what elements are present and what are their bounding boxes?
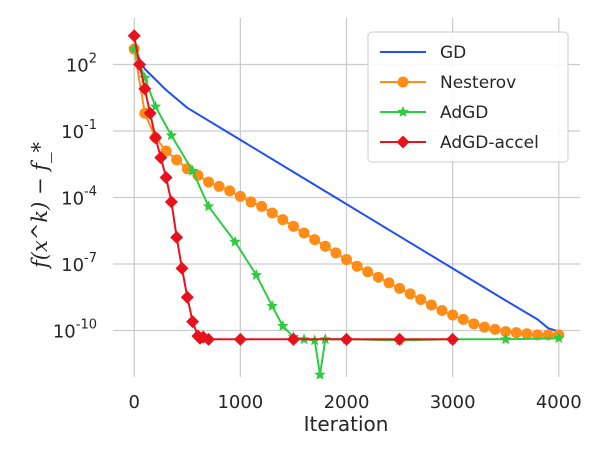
legend-label: Nesterov	[440, 73, 516, 93]
legend-entry: Nesterov	[380, 73, 516, 93]
data-marker	[250, 269, 262, 280]
data-marker	[341, 254, 352, 266]
legend-label: AdGD	[440, 103, 488, 123]
data-marker	[234, 190, 246, 202]
data-marker	[143, 106, 157, 120]
data-marker	[277, 320, 289, 331]
legend-entry: AdGD-accel	[380, 133, 539, 153]
data-marker	[139, 71, 151, 83]
x-axis-label: Iteration	[304, 412, 389, 436]
series-adgd-accel	[127, 29, 460, 346]
data-marker	[351, 260, 363, 272]
legend-entry: AdGD	[380, 103, 488, 123]
data-marker	[229, 235, 241, 247]
legend: GD Nesterov AdGD AdGD-accel	[367, 31, 569, 163]
data-marker	[314, 368, 326, 380]
legend-box	[367, 31, 569, 163]
data-marker	[154, 151, 168, 165]
data-marker	[447, 309, 459, 321]
data-marker	[186, 164, 199, 176]
data-marker	[266, 300, 278, 311]
plot-lines	[127, 29, 565, 380]
data-marker	[165, 129, 178, 141]
y-tick-label: 102	[66, 52, 97, 77]
y-tick-label: 10-4	[61, 185, 97, 210]
data-marker	[175, 261, 189, 275]
tick-labels: 0 1000 2000 3000 4000 102 10-1 10-4 10-7 10-10	[53, 52, 582, 413]
data-marker	[286, 332, 300, 346]
data-marker	[256, 200, 268, 212]
data-marker	[397, 106, 409, 117]
data-marker	[180, 290, 194, 304]
x-tick-label: 0	[129, 392, 140, 413]
data-marker	[510, 327, 522, 339]
data-marker	[330, 247, 342, 259]
data-marker	[500, 333, 512, 345]
data-marker	[213, 180, 225, 192]
data-marker	[468, 318, 480, 330]
legend-label: GD	[440, 43, 466, 63]
data-marker	[396, 135, 410, 149]
data-marker	[202, 200, 215, 212]
data-marker	[186, 315, 200, 329]
y-tick-label: 10-10	[53, 317, 97, 342]
data-marker	[164, 195, 178, 209]
data-marker	[372, 271, 384, 283]
y-axis-label: f(x^k) − f_*	[28, 141, 52, 270]
legend-label: AdGD-accel	[440, 133, 539, 153]
data-marker	[298, 227, 310, 239]
data-marker	[309, 234, 321, 246]
data-marker	[203, 176, 215, 188]
data-marker	[202, 332, 216, 346]
data-marker	[233, 332, 247, 346]
series-line	[133, 48, 560, 333]
data-marker	[394, 282, 406, 294]
data-marker	[127, 29, 141, 43]
data-marker	[171, 154, 183, 166]
data-marker	[138, 82, 152, 96]
data-marker	[170, 230, 184, 244]
data-marker	[224, 185, 236, 197]
x-tick-label: 2000	[324, 392, 370, 413]
y-tick-label: 10-1	[61, 118, 97, 143]
data-marker	[553, 332, 565, 344]
data-marker	[500, 326, 512, 338]
data-marker	[457, 313, 469, 325]
data-marker	[397, 76, 409, 88]
data-marker	[404, 288, 416, 300]
x-tick-label: 3000	[430, 392, 476, 413]
data-marker	[415, 293, 427, 305]
data-marker	[287, 220, 299, 232]
data-marker	[362, 266, 374, 278]
data-marker	[489, 323, 501, 335]
data-marker	[319, 240, 331, 252]
data-marker	[277, 214, 289, 226]
series-gd	[133, 48, 560, 333]
data-marker	[340, 332, 353, 346]
data-marker	[425, 299, 437, 311]
y-tick-label: 10-7	[61, 251, 97, 276]
x-tick-label: 4000	[536, 392, 582, 413]
data-marker	[266, 207, 278, 219]
data-marker	[478, 321, 490, 333]
data-marker	[383, 277, 395, 289]
x-tick-label: 1000	[217, 392, 263, 413]
data-marker	[521, 328, 533, 340]
data-marker	[436, 305, 448, 317]
data-marker	[446, 332, 460, 346]
data-marker	[159, 171, 173, 185]
data-marker	[149, 100, 162, 112]
data-marker	[133, 58, 147, 72]
data-marker	[393, 332, 407, 346]
data-marker	[245, 196, 257, 208]
data-marker	[148, 131, 162, 145]
legend-entry: GD	[380, 43, 466, 63]
